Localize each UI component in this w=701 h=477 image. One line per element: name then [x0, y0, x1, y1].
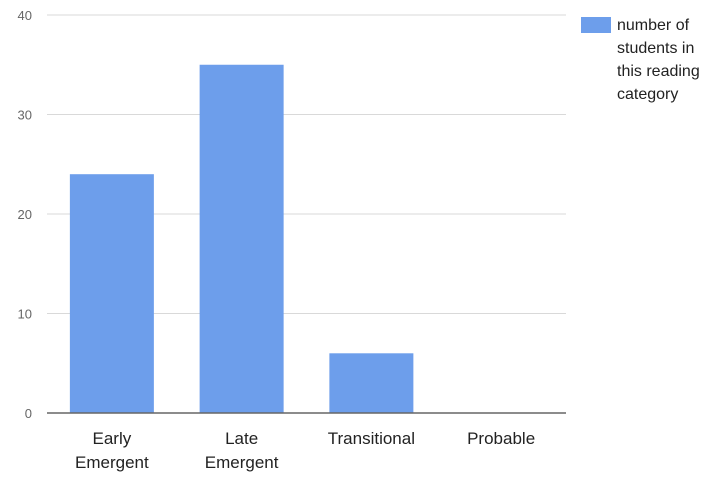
legend-label: number of students in this reading category — [617, 17, 700, 103]
bar — [329, 353, 414, 413]
category-label: Transitional — [328, 429, 415, 448]
category-label: Probable — [467, 429, 535, 448]
legend-label-line: category — [617, 86, 678, 103]
category-label-line: Probable — [467, 429, 535, 448]
legend-swatch — [581, 17, 611, 33]
y-tick-label: 10 — [18, 307, 32, 322]
axes: 0 10 20 30 40 — [18, 8, 566, 421]
legend-label-line: this reading — [617, 63, 700, 80]
category-label-line: Early — [93, 429, 132, 448]
y-tick-label: 0 — [25, 406, 32, 421]
category-label-line: Emergent — [75, 453, 149, 472]
legend-label-line: students in — [617, 40, 694, 57]
y-tick-label: 20 — [18, 207, 32, 222]
legend-label-line: number of — [617, 17, 690, 34]
category-label-line: Late — [225, 429, 258, 448]
legend: number of students in this reading category — [581, 17, 700, 103]
bars — [69, 64, 414, 413]
category-label: Early Emergent — [75, 429, 149, 472]
category-label-line: Emergent — [205, 453, 279, 472]
y-tick-label: 30 — [18, 108, 32, 123]
category-labels: Early Emergent Late Emergent Transitional Pro… — [75, 429, 535, 472]
y-tick-label: 40 — [18, 8, 32, 23]
category-label-line: Transitional — [328, 429, 415, 448]
bar — [199, 64, 284, 413]
bar — [69, 174, 154, 413]
category-label: Late Emergent — [205, 429, 279, 472]
